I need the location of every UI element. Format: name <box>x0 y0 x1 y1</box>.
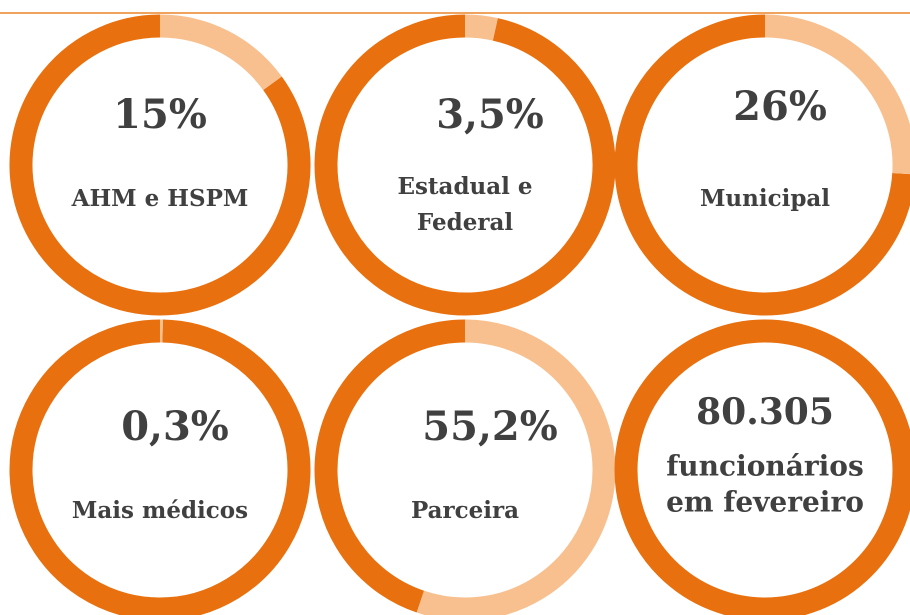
donut-label: Municipal <box>700 185 830 212</box>
donut-segment <box>464 14 498 41</box>
ring-remainder <box>9 319 311 615</box>
donut-segment <box>764 14 910 175</box>
donut-label: Parceira <box>411 497 519 524</box>
donut-segment <box>159 14 282 91</box>
value-label: 3,5% <box>436 91 544 138</box>
donut-label: Mais médicos <box>72 497 248 524</box>
value-label: 55,2% <box>422 403 557 450</box>
ring-remainder <box>9 14 311 316</box>
value-label: 26% <box>733 83 827 130</box>
value-label: 15% <box>113 91 207 138</box>
donut-segment <box>416 319 616 615</box>
donut-label: AHM e HSPM <box>71 185 249 212</box>
ring-remainder <box>314 319 466 613</box>
ring-remainder <box>614 14 910 316</box>
value-label: 0,3% <box>121 403 229 450</box>
donut-label: Federal <box>417 209 513 236</box>
donut-label: funcionários <box>666 450 863 483</box>
donut-label: Estadual e <box>397 173 532 200</box>
ring <box>614 319 910 615</box>
ring-remainder <box>314 14 616 316</box>
ring-title: 80.305 <box>696 391 834 433</box>
donut-label: em fevereiro <box>666 486 864 519</box>
